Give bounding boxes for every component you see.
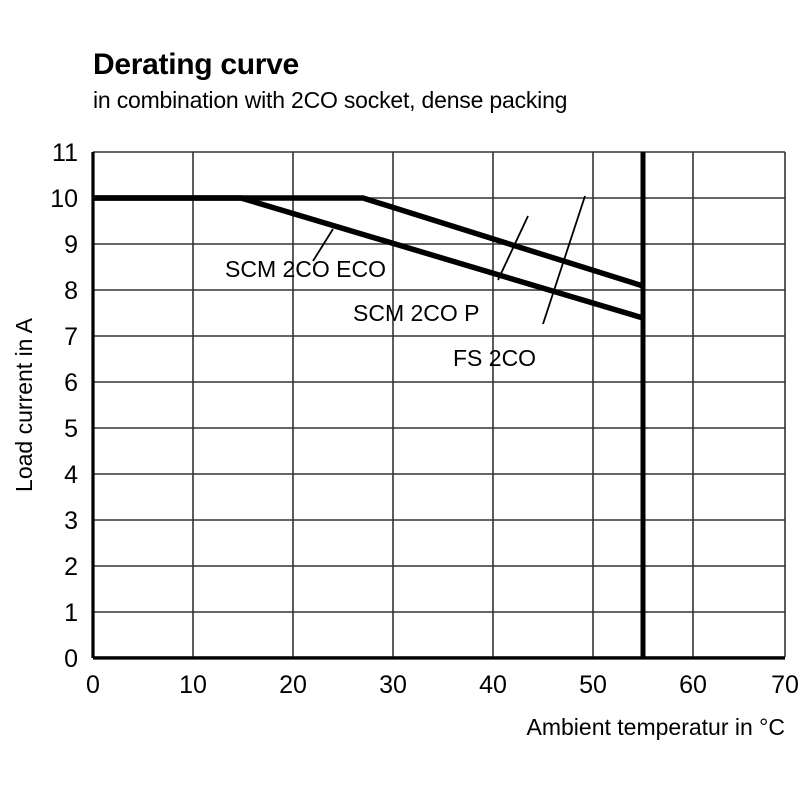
- title-block: Derating curve in combination with 2CO s…: [93, 48, 753, 114]
- x-gridlines: [92, 152, 786, 657]
- x-tick-10: 10: [179, 671, 207, 699]
- x-tick-50: 50: [579, 671, 607, 699]
- x-axis-label: Ambient temperatur in °C: [527, 714, 785, 740]
- leader-line-scm-2co-eco: [312, 228, 334, 262]
- y-tick-7: 7: [64, 323, 78, 351]
- y-tick-labels: 11 10 9 8 7 6 5 4 3 2 1 0: [50, 139, 78, 673]
- x-tick-0: 0: [86, 671, 100, 699]
- series-label-fs-2co: FS 2CO: [453, 345, 536, 371]
- y-tick-4: 4: [64, 461, 78, 489]
- page-title: Derating curve: [93, 48, 299, 81]
- y-gridlines: [93, 151, 785, 658]
- y-tick-8: 8: [64, 277, 78, 305]
- y-tick-9: 9: [64, 231, 78, 259]
- y-tick-10: 10: [50, 185, 78, 213]
- x-tick-70: 70: [771, 671, 799, 699]
- y-tick-11: 11: [52, 139, 78, 167]
- series-label-scm-2co-p: SCM 2CO P: [353, 300, 480, 326]
- y-tick-1: 1: [64, 599, 78, 627]
- leader-line-scm-2co-p: [497, 215, 529, 281]
- leader-line-fs-2co: [542, 195, 586, 325]
- series-label-scm-2co-eco: SCM 2CO ECO: [225, 256, 386, 282]
- series-curve-scm-2co-p: [93, 195, 644, 289]
- axis-lines: [91, 152, 785, 660]
- y-axis-label: Load current in A: [11, 317, 37, 492]
- y-tick-5: 5: [64, 415, 78, 443]
- x-tick-labels: 0 10 20 30 40 50 60 70: [86, 671, 799, 699]
- y-tick-3: 3: [64, 507, 78, 535]
- x-tick-20: 20: [279, 671, 307, 699]
- y-tick-2: 2: [64, 553, 78, 581]
- y-tick-6: 6: [64, 369, 78, 397]
- chart-subtitle: in combination with 2CO socket, dense pa…: [93, 87, 568, 113]
- y-tick-0: 0: [64, 645, 78, 673]
- x-tick-30: 30: [379, 671, 407, 699]
- series-annotations: SCM 2CO ECO SCM 2CO P FS 2CO: [225, 256, 536, 371]
- x-tick-60: 60: [679, 671, 707, 699]
- x-tick-40: 40: [479, 671, 507, 699]
- leader-lines: [312, 195, 586, 325]
